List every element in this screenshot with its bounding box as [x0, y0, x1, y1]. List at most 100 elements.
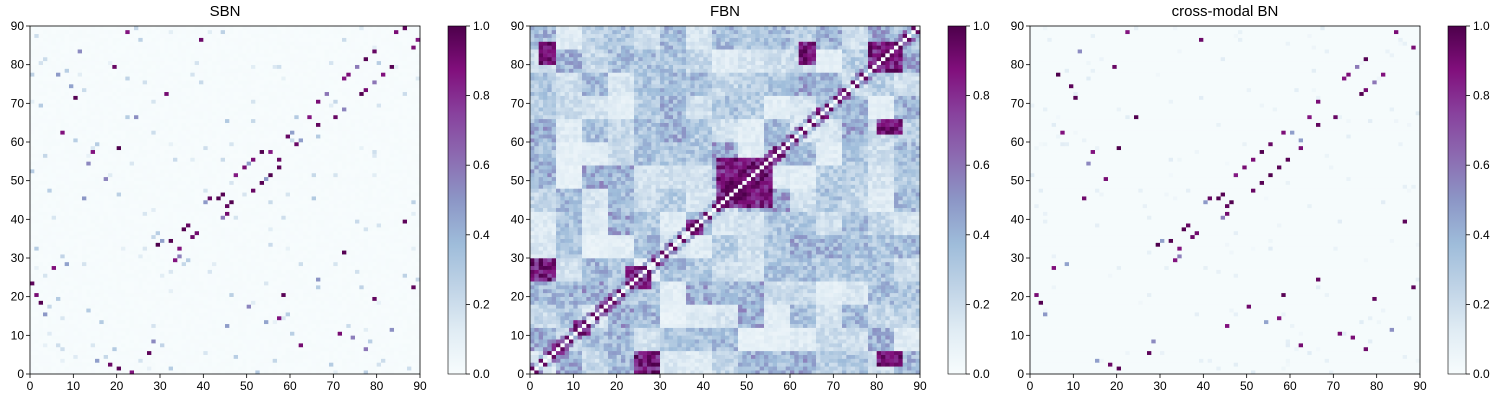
- heatmap-cell: [108, 219, 113, 223]
- heatmap-cell: [411, 293, 416, 297]
- heatmap-cell: [195, 297, 200, 301]
- heatmap-cell: [411, 177, 416, 181]
- heatmap-cell: [34, 293, 39, 297]
- heatmap-cell: [82, 258, 87, 262]
- heatmap-cell: [143, 254, 148, 258]
- heatmap-cell: [247, 366, 252, 370]
- heatmap-cell: [52, 254, 57, 258]
- heatmap-cell: [208, 188, 213, 192]
- heatmap-cell: [290, 215, 295, 219]
- heatmap-cell: [281, 215, 286, 219]
- heatmap-cell: [125, 223, 130, 227]
- heatmap-cell: [30, 204, 35, 208]
- heatmap-cell: [312, 204, 317, 208]
- heatmap-cell: [151, 165, 156, 169]
- heatmap-cell: [381, 335, 386, 339]
- heatmap-cell: [329, 270, 334, 274]
- heatmap-cell: [307, 312, 312, 316]
- heatmap-cell: [121, 281, 126, 285]
- heatmap-cell: [164, 316, 169, 320]
- heatmap-cell: [411, 204, 416, 208]
- heatmap-cell: [368, 204, 373, 208]
- heatmap-cell: [381, 239, 386, 243]
- heatmap-cell: [208, 316, 213, 320]
- heatmap-cell: [43, 339, 48, 343]
- heatmap-cell: [95, 331, 100, 335]
- heatmap-cell: [65, 273, 70, 277]
- heatmap-cell: [390, 266, 395, 270]
- heatmap-cell: [91, 308, 96, 312]
- heatmap-cell: [307, 343, 312, 347]
- heatmap-cell: [147, 227, 152, 231]
- heatmap-cell: [78, 212, 83, 216]
- heatmap-cell: [30, 316, 35, 320]
- heatmap-cell: [91, 185, 96, 189]
- heatmap-cell: [177, 351, 182, 355]
- heatmap-cell: [238, 161, 243, 165]
- heatmap-cell: [151, 181, 156, 185]
- heatmap-cell: [281, 351, 286, 355]
- heatmap-cell: [147, 355, 152, 359]
- heatmap-cell: [156, 196, 161, 200]
- heatmap-cell: [273, 304, 278, 308]
- heatmap-cell: [286, 312, 291, 316]
- heatmap-cell: [212, 262, 217, 266]
- heatmap-cell: [364, 219, 369, 223]
- heatmap-cell: [281, 335, 286, 339]
- heatmap-cell: [125, 250, 130, 254]
- heatmap-cell: [411, 243, 416, 247]
- heatmap-cell: [108, 304, 113, 308]
- heatmap-cell: [173, 293, 178, 297]
- heatmap-cell: [104, 219, 109, 223]
- heatmap-cell: [346, 320, 351, 324]
- heatmap-cell: [329, 324, 334, 328]
- heatmap-cell: [177, 227, 182, 231]
- heatmap-cell: [147, 359, 152, 363]
- heatmap-cell: [225, 277, 230, 281]
- heatmap-cell: [411, 212, 416, 216]
- heatmap-cell: [307, 331, 312, 335]
- heatmap-cell: [303, 177, 308, 181]
- heatmap-cell: [99, 235, 104, 239]
- heatmap-cell: [43, 258, 48, 262]
- heatmap-cell: [325, 231, 330, 235]
- heatmap-cell: [117, 301, 122, 305]
- heatmap-cell: [91, 262, 96, 266]
- heatmap-cell: [173, 200, 178, 204]
- heatmap-cell: [134, 258, 139, 262]
- heatmap-cell: [34, 331, 39, 335]
- heatmap-cell: [312, 362, 317, 366]
- heatmap-cell: [82, 324, 87, 328]
- heatmap-cell: [130, 235, 135, 239]
- heatmap-cell: [229, 204, 234, 208]
- heatmap-cell: [73, 181, 78, 185]
- heatmap-cell: [160, 212, 165, 216]
- heatmap-cell: [190, 359, 195, 363]
- heatmap-cell: [333, 250, 338, 254]
- heatmap-cell: [403, 188, 408, 192]
- heatmap-cell: [320, 362, 325, 366]
- heatmap-cell: [394, 243, 399, 247]
- heatmap-cell: [312, 246, 317, 250]
- heatmap-cell: [359, 289, 364, 293]
- heatmap-cell: [78, 192, 83, 196]
- heatmap-cell: [56, 169, 61, 173]
- heatmap-cell: [216, 192, 221, 196]
- heatmap-cell: [43, 204, 48, 208]
- heatmap-cell: [56, 335, 61, 339]
- heatmap-cell: [199, 301, 204, 305]
- heatmap-cell: [65, 254, 70, 258]
- heatmap-cell: [316, 266, 321, 270]
- heatmap-cell: [368, 312, 373, 316]
- heatmap-cell: [320, 281, 325, 285]
- heatmap-cell: [225, 196, 230, 200]
- heatmap-cell: [325, 324, 330, 328]
- heatmap-cell: [294, 239, 299, 243]
- heatmap-cell: [290, 362, 295, 366]
- heatmap-cell: [320, 277, 325, 281]
- heatmap-cell: [329, 204, 334, 208]
- heatmap-cell: [381, 212, 386, 216]
- heatmap-cell: [346, 239, 351, 243]
- heatmap-cell: [333, 254, 338, 258]
- heatmap-cell: [351, 277, 356, 281]
